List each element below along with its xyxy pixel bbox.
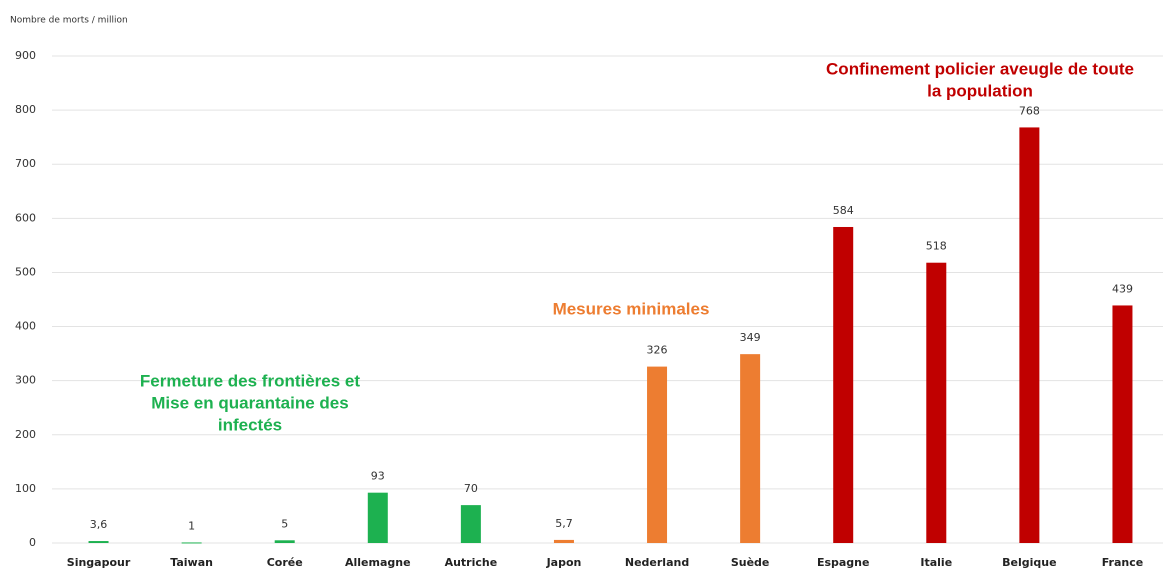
bar bbox=[926, 262, 947, 543]
x-tick-label: France bbox=[1102, 556, 1143, 569]
data-label: 3,6 bbox=[90, 518, 108, 531]
annotation: Mise en quarantaine des bbox=[151, 393, 348, 412]
bar bbox=[647, 366, 668, 543]
x-tick-label: Espagne bbox=[817, 556, 870, 569]
y-tick-label: 600 bbox=[15, 211, 36, 224]
data-label: 5,7 bbox=[555, 517, 573, 530]
bar bbox=[833, 226, 854, 544]
x-tick-label: Allemagne bbox=[345, 556, 411, 569]
y-axis-label: Nombre de morts / million bbox=[10, 16, 128, 26]
y-tick-label: 700 bbox=[15, 157, 36, 170]
bar bbox=[740, 354, 761, 543]
data-label: 768 bbox=[1019, 104, 1040, 117]
data-label: 584 bbox=[833, 204, 854, 217]
y-tick-label: 400 bbox=[15, 320, 36, 333]
y-tick-label: 900 bbox=[15, 49, 36, 62]
annotation: infectés bbox=[218, 415, 282, 434]
x-tick-label: Belgique bbox=[1002, 556, 1056, 569]
data-label: 93 bbox=[371, 470, 385, 483]
x-tick-label: Taiwan bbox=[170, 556, 213, 569]
x-tick-label: Corée bbox=[267, 556, 303, 569]
bar bbox=[88, 541, 109, 543]
bar bbox=[1019, 127, 1040, 543]
y-tick-label: 100 bbox=[15, 482, 36, 495]
y-tick-label: 500 bbox=[15, 265, 36, 278]
annotation: Fermeture des frontières et bbox=[140, 371, 360, 390]
y-tick-label: 300 bbox=[15, 374, 36, 387]
data-label: 439 bbox=[1112, 282, 1133, 295]
annotation: Mesures minimales bbox=[553, 299, 710, 318]
x-tick-label: Suède bbox=[731, 556, 770, 569]
data-label: 326 bbox=[647, 344, 668, 357]
y-tick-label: 200 bbox=[15, 428, 36, 441]
x-tick-label: Singapour bbox=[67, 556, 131, 569]
data-label: 349 bbox=[740, 331, 761, 344]
x-tick-label: Nederland bbox=[625, 556, 689, 569]
bar bbox=[1112, 305, 1133, 543]
y-tick-label: 0 bbox=[29, 536, 36, 549]
x-tick-label: Autriche bbox=[445, 556, 498, 569]
x-tick-label: Japon bbox=[546, 556, 582, 569]
bar bbox=[274, 540, 295, 543]
data-label: 70 bbox=[464, 482, 478, 495]
data-label: 518 bbox=[926, 240, 947, 253]
annotation: Confinement policier aveugle de toute bbox=[826, 59, 1134, 78]
annotation: la population bbox=[927, 81, 1033, 100]
bar bbox=[367, 492, 388, 543]
data-label: 1 bbox=[188, 519, 195, 532]
bar bbox=[181, 542, 202, 544]
data-label: 5 bbox=[281, 517, 288, 530]
y-tick-label: 800 bbox=[15, 103, 36, 116]
bar bbox=[460, 505, 481, 543]
x-tick-label: Italie bbox=[920, 556, 952, 569]
bar bbox=[553, 539, 574, 543]
